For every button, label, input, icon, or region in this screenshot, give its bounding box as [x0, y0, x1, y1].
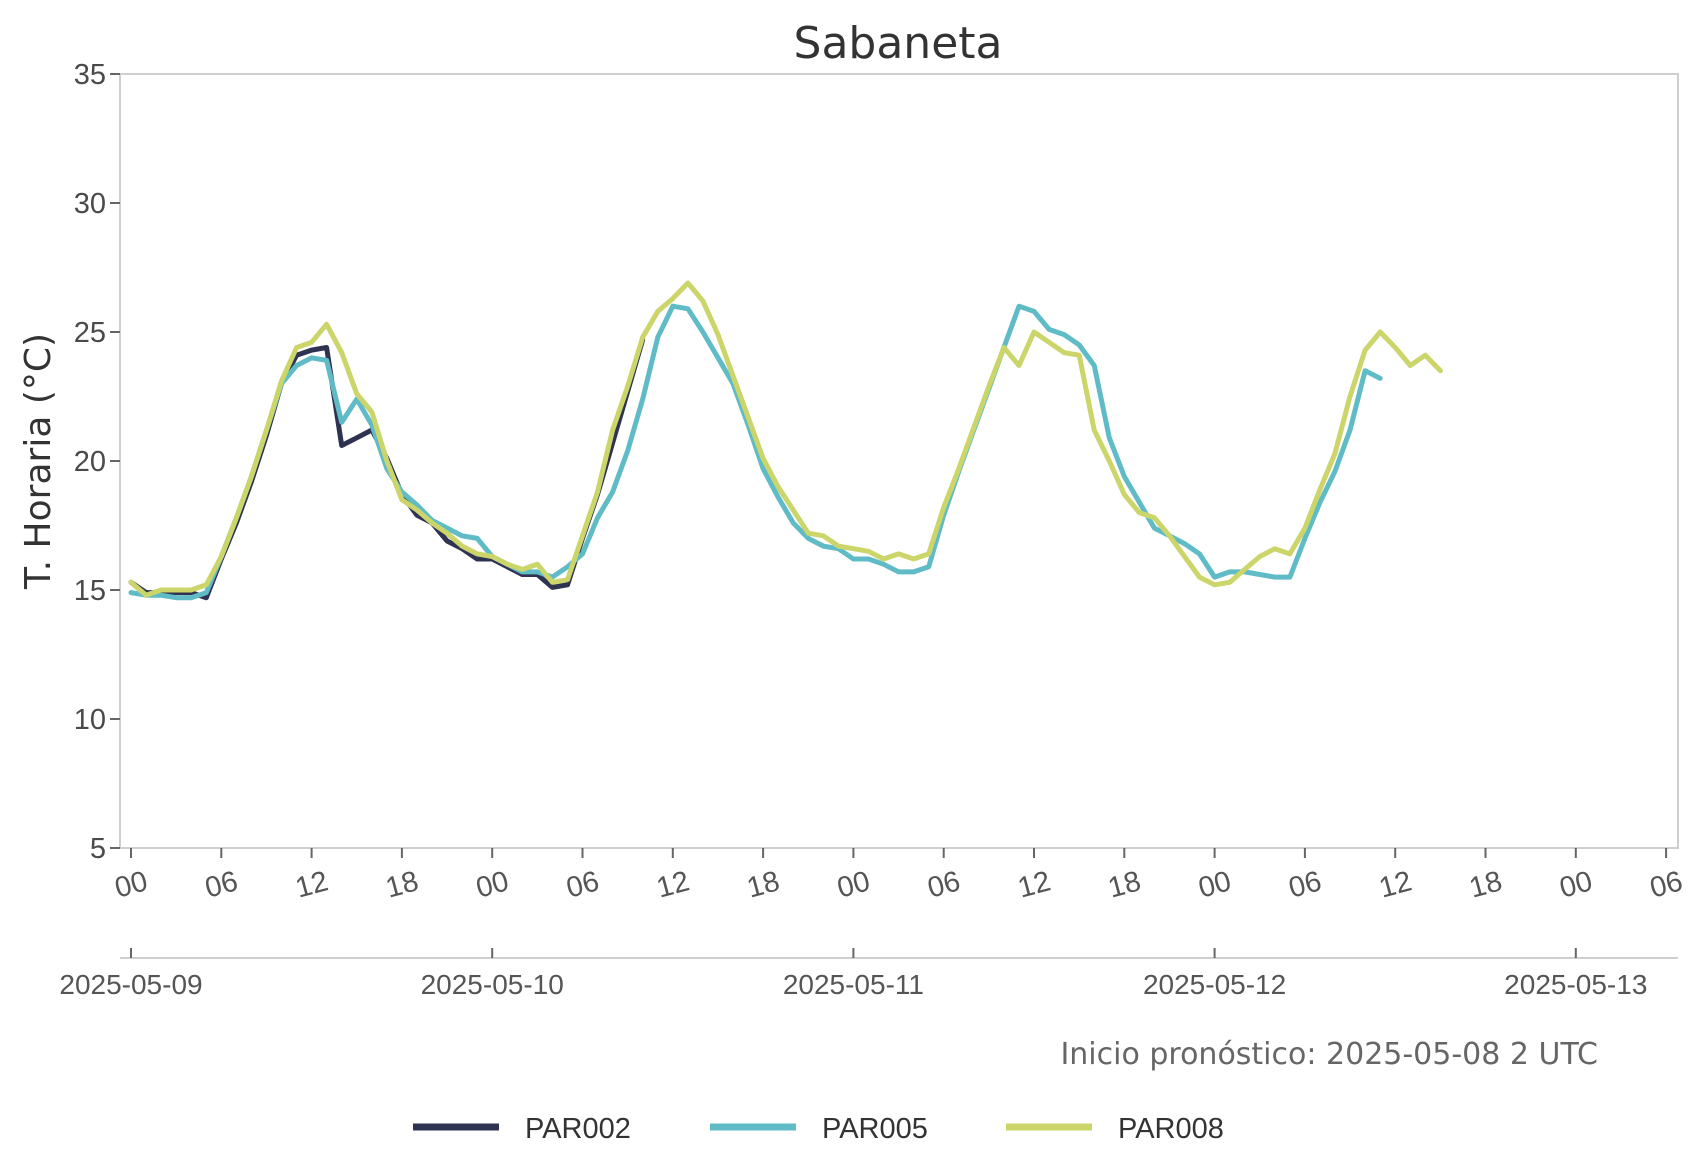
x-tick-label: 18 — [744, 865, 783, 904]
y-tick-label: 25 — [74, 317, 106, 349]
y-axis: 5 10 15 20 25 30 35 — [74, 59, 120, 865]
x-tick-label: 06 — [563, 865, 602, 904]
x-axis-dates: 2025-05-09 2025-05-10 2025-05-11 2025-05-12… — [59, 948, 1647, 1000]
legend-label: PAR008 — [1118, 1113, 1224, 1145]
y-tick-label: 5 — [90, 833, 106, 865]
x-tick-label: 18 — [1466, 865, 1505, 904]
x-tick-label: 00 — [112, 865, 151, 904]
y-tick-label: 35 — [74, 59, 106, 91]
x-tick-label: 18 — [1105, 865, 1144, 904]
x-tick-label: 12 — [1376, 865, 1415, 904]
date-tick-label: 2025-05-12 — [1143, 969, 1286, 1000]
y-tick-label: 30 — [74, 188, 106, 220]
date-tick-label: 2025-05-13 — [1504, 969, 1647, 1000]
x-tick-label: 12 — [653, 865, 692, 904]
x-tick-label: 12 — [1015, 865, 1054, 904]
legend-label: PAR002 — [525, 1113, 631, 1145]
x-tick-label: 06 — [1285, 865, 1324, 904]
plot-area — [119, 73, 1679, 849]
x-tick-label: 00 — [834, 865, 873, 904]
y-axis-label: T. Horaria (°C) — [18, 333, 59, 590]
y-tick-label: 20 — [74, 446, 106, 478]
x-tick-label: 00 — [1195, 865, 1234, 904]
x-tick-label: 06 — [202, 865, 241, 904]
x-tick-label: 00 — [473, 865, 512, 904]
y-tick-label: 10 — [74, 704, 106, 736]
series-lines — [128, 280, 1443, 601]
legend-label: PAR005 — [822, 1113, 928, 1145]
x-tick-label: 06 — [924, 865, 963, 904]
x-tick-label: 18 — [382, 865, 421, 904]
date-tick-label: 2025-05-10 — [421, 969, 564, 1000]
date-tick-label: 2025-05-09 — [59, 969, 202, 1000]
x-tick-label: 12 — [292, 865, 331, 904]
x-tick-label: 06 — [1647, 865, 1686, 904]
forecast-start-note: Inicio pronóstico: 2025-05-08 2 UTC — [1060, 1037, 1598, 1072]
x-tick-label: 00 — [1556, 865, 1595, 904]
x-axis-hours: 00 06 12 18 00 06 12 18 00 06 12 18 00 06 12 18 00 06 — [112, 848, 1686, 905]
y-tick-label: 15 — [74, 575, 106, 607]
chart-title: Sabaneta — [794, 18, 1003, 69]
legend: PAR002 PAR005 PAR008 — [413, 1113, 1224, 1145]
date-tick-label: 2025-05-11 — [783, 969, 924, 1000]
series-line-par008 — [128, 280, 1443, 598]
